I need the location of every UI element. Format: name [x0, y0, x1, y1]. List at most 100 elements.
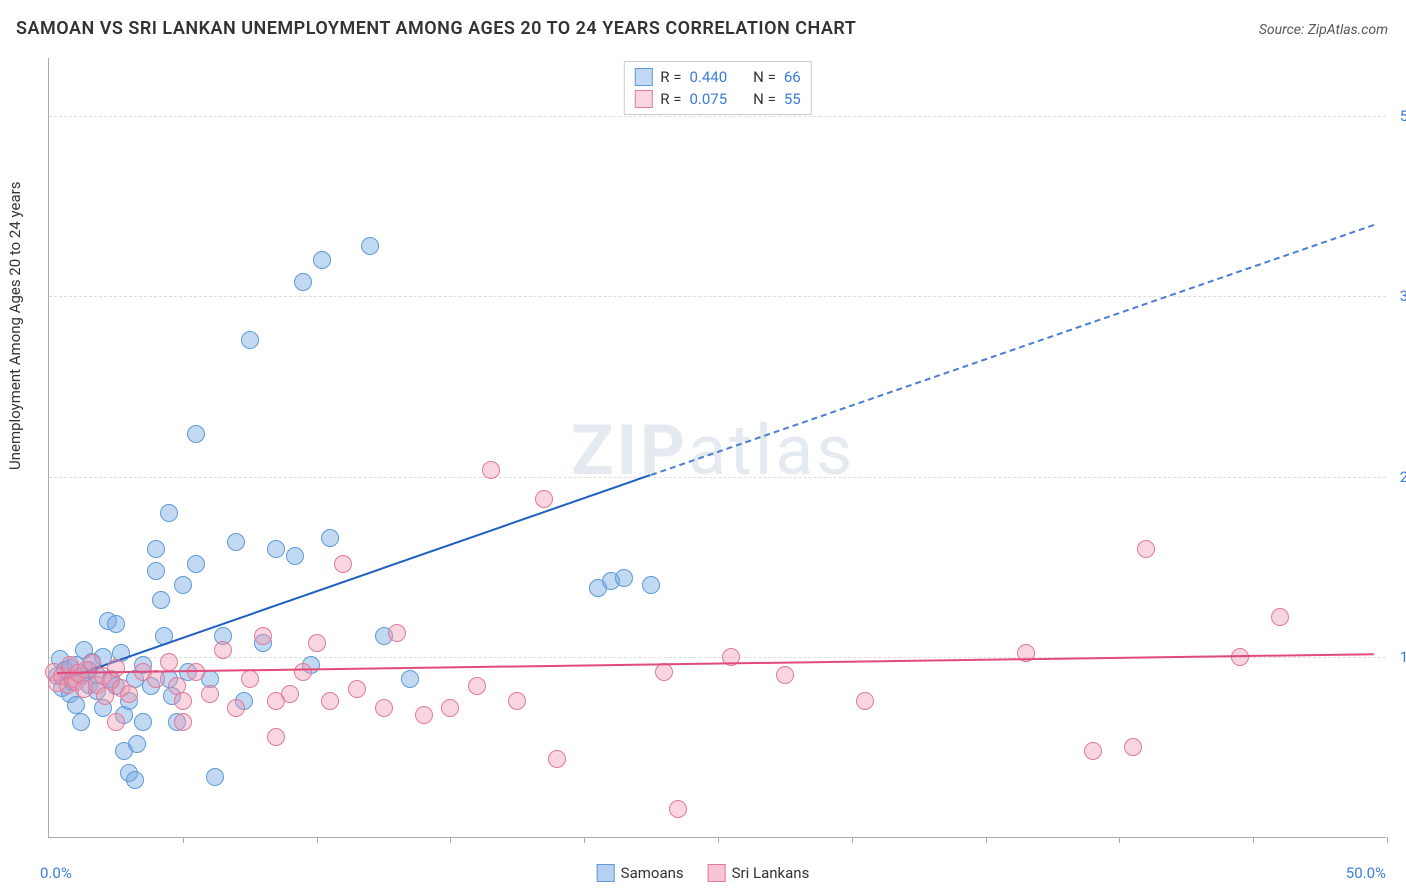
data-point	[214, 641, 232, 659]
data-point	[535, 490, 553, 508]
data-point	[669, 800, 687, 818]
data-point	[227, 699, 245, 717]
gridline	[49, 296, 1386, 297]
data-point	[174, 576, 192, 594]
watermark-bold: ZIP	[571, 410, 688, 492]
data-point	[174, 692, 192, 710]
legend-swatch	[634, 68, 652, 86]
series-legend: Samoans Sri Lankans	[597, 864, 810, 882]
n-value: 55	[784, 90, 801, 108]
x-tick	[183, 837, 184, 843]
data-point	[1124, 738, 1142, 756]
correlation-legend-row: R = 0.440 N = 66	[634, 66, 800, 88]
legend-item: Sri Lankans	[708, 864, 810, 882]
n-value: 66	[784, 68, 801, 86]
data-point	[482, 461, 500, 479]
data-point	[334, 555, 352, 573]
x-tick	[718, 837, 719, 843]
source-label: Source: ZipAtlas.com	[1259, 22, 1388, 38]
data-point	[147, 670, 165, 688]
data-point	[856, 692, 874, 710]
x-tick	[1119, 837, 1120, 843]
data-point	[468, 677, 486, 695]
data-point	[267, 728, 285, 746]
data-point	[120, 685, 138, 703]
data-point	[128, 735, 146, 753]
data-point	[375, 699, 393, 717]
data-point	[508, 692, 526, 710]
r-label: R =	[660, 68, 681, 86]
x-tick	[1253, 837, 1254, 843]
x-origin-label: 0.0%	[40, 864, 72, 882]
n-label: N =	[753, 68, 776, 86]
data-point	[72, 713, 90, 731]
gridline	[49, 116, 1386, 117]
data-point	[308, 634, 326, 652]
data-point	[107, 659, 125, 677]
r-label: R =	[660, 90, 681, 108]
data-point	[286, 547, 304, 565]
data-point	[615, 569, 633, 587]
y-tick-label: 50.0%	[1400, 107, 1406, 125]
chart-title: SAMOAN VS SRI LANKAN UNEMPLOYMENT AMONG …	[16, 18, 856, 39]
x-tick	[986, 837, 987, 843]
data-point	[147, 562, 165, 580]
data-point	[241, 670, 259, 688]
legend-label: Sri Lankans	[732, 864, 810, 882]
data-point	[67, 696, 85, 714]
data-point	[415, 706, 433, 724]
data-point	[267, 540, 285, 558]
data-point	[107, 615, 125, 633]
data-point	[174, 713, 192, 731]
data-point	[655, 663, 673, 681]
r-value: 0.440	[689, 68, 727, 86]
data-point	[254, 627, 272, 645]
data-point	[294, 273, 312, 291]
data-point	[361, 237, 379, 255]
correlation-legend-row: R = 0.075 N = 55	[634, 88, 800, 110]
legend-swatch	[634, 90, 652, 108]
data-point	[313, 251, 331, 269]
legend-item: Samoans	[597, 864, 684, 882]
legend-swatch	[708, 864, 726, 882]
data-point	[160, 653, 178, 671]
data-point	[201, 685, 219, 703]
data-point	[187, 425, 205, 443]
trendline-extrapolated	[651, 224, 1374, 476]
data-point	[187, 555, 205, 573]
data-point	[96, 687, 114, 705]
watermark: ZIPatlas	[571, 410, 855, 492]
data-point	[1271, 608, 1289, 626]
legend-swatch	[597, 864, 615, 882]
data-point	[241, 331, 259, 349]
data-point	[642, 576, 660, 594]
data-point	[548, 750, 566, 768]
data-point	[1084, 742, 1102, 760]
data-point	[1137, 540, 1155, 558]
data-point	[134, 713, 152, 731]
chart-plot-area: R = 0.440N = 66R = 0.075N = 55 ZIPatlas …	[48, 58, 1386, 838]
data-point	[227, 533, 245, 551]
data-point	[441, 699, 459, 717]
data-point	[152, 591, 170, 609]
data-point	[206, 768, 224, 786]
x-max-label: 50.0%	[1346, 864, 1386, 882]
legend-label: Samoans	[621, 864, 684, 882]
data-point	[321, 529, 339, 547]
y-tick-label: 12.5%	[1400, 648, 1406, 666]
data-point	[388, 624, 406, 642]
n-label: N =	[753, 90, 776, 108]
trendline	[57, 653, 1374, 674]
data-point	[147, 540, 165, 558]
x-tick	[1387, 837, 1388, 843]
x-tick	[852, 837, 853, 843]
data-point	[321, 692, 339, 710]
data-point	[160, 504, 178, 522]
correlation-legend: R = 0.440 N = 66 R = 0.075 N = 55	[623, 61, 811, 115]
data-point	[348, 680, 366, 698]
data-point	[281, 685, 299, 703]
r-value: 0.075	[689, 90, 727, 108]
data-point	[107, 713, 125, 731]
gridline	[49, 477, 1386, 478]
y-tick-label: 37.5%	[1400, 287, 1406, 305]
